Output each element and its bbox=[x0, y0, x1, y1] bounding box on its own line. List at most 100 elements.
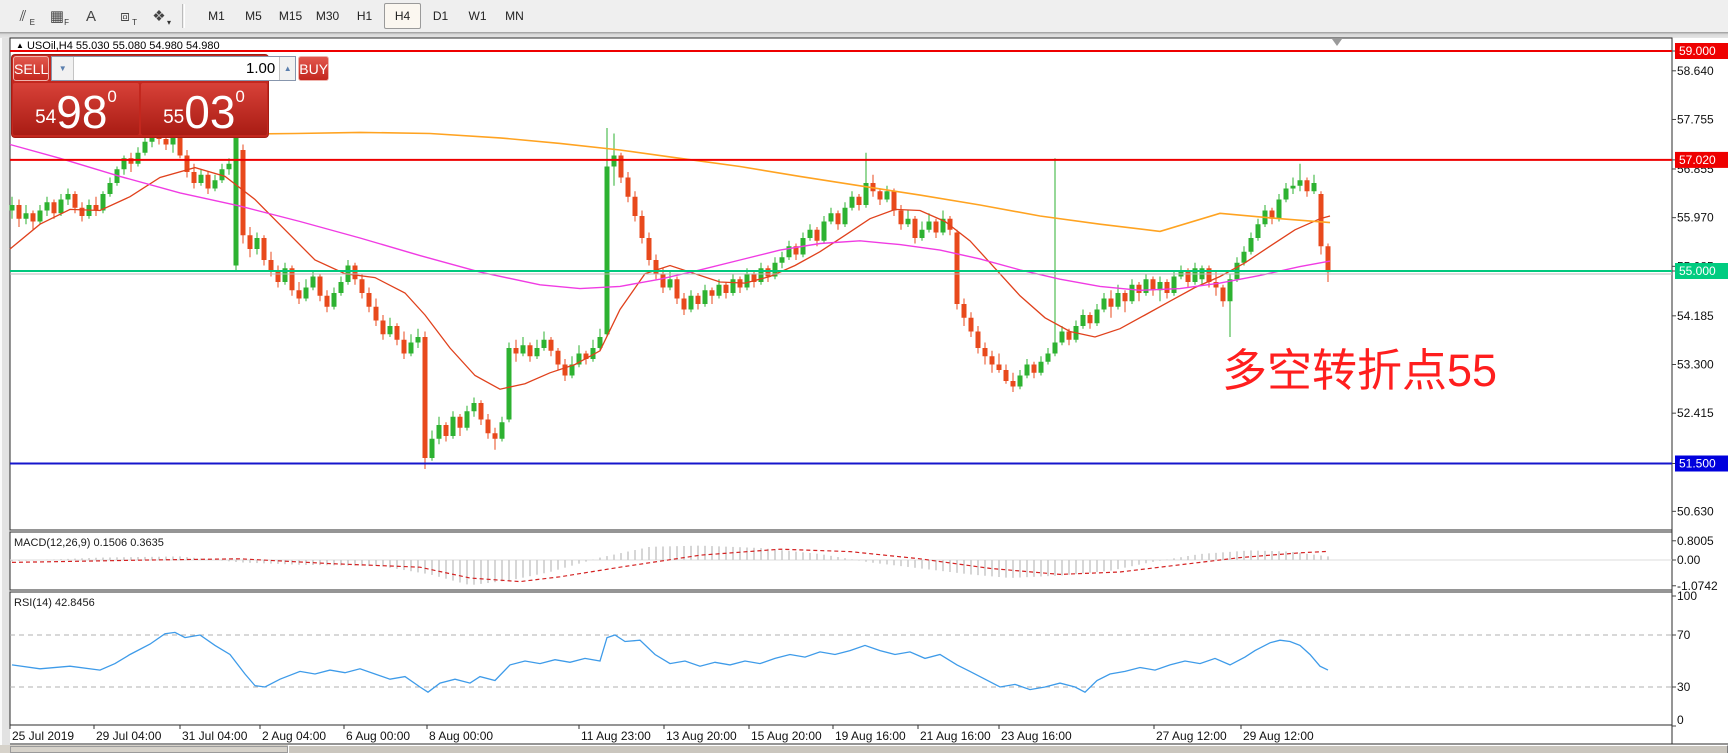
time-axis-label: 2 Aug 04:00 bbox=[262, 729, 326, 743]
horizontal-scrollbar[interactable] bbox=[0, 745, 1728, 753]
macd-value-2: 0.3635 bbox=[130, 537, 164, 549]
candle-body bbox=[1031, 364, 1037, 373]
candle-body bbox=[1059, 331, 1065, 343]
price-badge-label: 51.500 bbox=[1679, 457, 1716, 471]
candle-body bbox=[660, 273, 666, 288]
top-toolbar: ⫽ E ▦ F A ⧈ T ❖ ▾ M1 M5 M15 M30 H1 H4 D1 W1 MN bbox=[0, 0, 1728, 33]
timeframe-button-d1[interactable]: D1 bbox=[432, 9, 449, 23]
ma-fast-line bbox=[9, 166, 1331, 390]
window-frame-band bbox=[0, 32, 1728, 38]
candle-body bbox=[723, 284, 729, 293]
chart-shift-marker-icon[interactable] bbox=[1332, 39, 1342, 46]
candle-body bbox=[835, 213, 841, 225]
candle-body bbox=[128, 158, 134, 164]
bid-big-digits: 98 bbox=[56, 85, 108, 138]
candle-body bbox=[863, 183, 869, 205]
candle-body bbox=[555, 350, 561, 365]
timeframe-button-h1[interactable]: H1 bbox=[356, 9, 373, 23]
equidistant-channel-icon[interactable]: ⫽ E bbox=[19, 7, 35, 28]
candle-body bbox=[1108, 298, 1114, 307]
candle-body bbox=[814, 229, 820, 241]
candle-body bbox=[961, 304, 967, 318]
candle-body bbox=[380, 320, 386, 335]
candle-body bbox=[1052, 342, 1058, 354]
candle-body bbox=[149, 133, 155, 142]
candle-body bbox=[688, 295, 694, 310]
candle-body bbox=[79, 207, 85, 216]
time-axis-label: 25 Jul 2019 bbox=[12, 729, 74, 743]
volume-decrease-icon[interactable]: ▼ bbox=[52, 57, 75, 80]
candle-body bbox=[471, 403, 477, 412]
ask-price-tile[interactable]: 55 03 0 bbox=[141, 83, 267, 135]
candle-body bbox=[1045, 353, 1051, 362]
rsi-axis-label: 70 bbox=[1677, 628, 1691, 642]
candle-body bbox=[821, 221, 827, 241]
candle-body bbox=[450, 416, 456, 436]
candle-body bbox=[1311, 183, 1317, 192]
candle-body bbox=[562, 364, 568, 376]
candle-body bbox=[534, 348, 540, 357]
text-icon[interactable]: A bbox=[85, 7, 96, 25]
candle-body bbox=[1143, 279, 1149, 293]
candle-body bbox=[30, 213, 36, 222]
candle-body bbox=[1003, 370, 1009, 381]
candle-body bbox=[905, 218, 911, 225]
candle-body bbox=[590, 348, 596, 359]
timeframe-button-h4[interactable]: H4 bbox=[384, 3, 421, 29]
text-label-icon[interactable]: ⧈ T bbox=[120, 7, 137, 28]
time-axis-label: 31 Jul 04:00 bbox=[182, 729, 248, 743]
ask-big-digits: 03 bbox=[184, 85, 236, 138]
candle-body bbox=[1325, 246, 1331, 273]
scrollbar-track-slot[interactable] bbox=[10, 746, 288, 753]
toolbar-separator bbox=[182, 4, 185, 28]
rsi-line bbox=[11, 631, 1329, 693]
rsi-axis-label: 30 bbox=[1677, 680, 1691, 694]
candle-body bbox=[506, 348, 512, 420]
candle-body bbox=[1241, 251, 1247, 263]
candle-body bbox=[282, 268, 288, 282]
ask-sup-digit: 0 bbox=[235, 87, 245, 106]
shapes-arrows-icon[interactable]: ❖ ▾ bbox=[152, 8, 171, 27]
timeframe-button-m1[interactable]: M1 bbox=[208, 9, 225, 23]
candle-body bbox=[541, 339, 547, 348]
price-axis-label: 53.300 bbox=[1677, 358, 1714, 372]
candle-body bbox=[72, 194, 78, 208]
bid-price-tile[interactable]: 54 98 0 bbox=[13, 83, 139, 135]
chart-annotation-text: 多空转折点55 bbox=[1222, 345, 1498, 396]
candle-body bbox=[254, 238, 260, 249]
candle-body bbox=[142, 141, 148, 153]
candle-body bbox=[44, 202, 50, 211]
candle-body bbox=[247, 235, 253, 249]
sell-button[interactable]: SELL bbox=[13, 56, 50, 81]
timeframe-button-m5[interactable]: M5 bbox=[245, 9, 262, 23]
candle-body bbox=[352, 265, 358, 280]
candle-body bbox=[1318, 194, 1324, 247]
buy-button[interactable]: BUY bbox=[298, 56, 330, 81]
timeframe-button-w1[interactable]: W1 bbox=[468, 9, 487, 23]
candle-body bbox=[618, 155, 624, 178]
candle-body bbox=[1171, 276, 1177, 293]
timeframe-button-m30[interactable]: M30 bbox=[315, 9, 340, 23]
fibonacci-icon[interactable]: ▦ F bbox=[49, 8, 69, 27]
timeframe-button-mn[interactable]: MN bbox=[505, 9, 524, 23]
candle-body bbox=[436, 425, 442, 439]
volume-stepper: ▼ ▲ bbox=[51, 56, 297, 81]
candle-body bbox=[786, 246, 792, 258]
scrollbar-thumb[interactable] bbox=[288, 745, 1728, 753]
candle-body bbox=[1087, 315, 1093, 324]
candle-body bbox=[569, 364, 575, 376]
candle-body bbox=[793, 246, 799, 255]
candle-body bbox=[1157, 282, 1163, 291]
candle-body bbox=[604, 166, 610, 335]
volume-input[interactable] bbox=[74, 57, 280, 80]
candle-body bbox=[163, 139, 169, 145]
candle-body bbox=[933, 221, 939, 233]
time-axis-label: 21 Aug 16:00 bbox=[920, 729, 991, 743]
candle-body bbox=[58, 199, 64, 214]
candle-body bbox=[856, 196, 862, 205]
volume-increase-icon[interactable]: ▲ bbox=[279, 57, 296, 80]
candle-body bbox=[926, 221, 932, 230]
timeframe-button-m15[interactable]: M15 bbox=[278, 9, 303, 23]
bid-prefix: 54 bbox=[35, 107, 57, 128]
